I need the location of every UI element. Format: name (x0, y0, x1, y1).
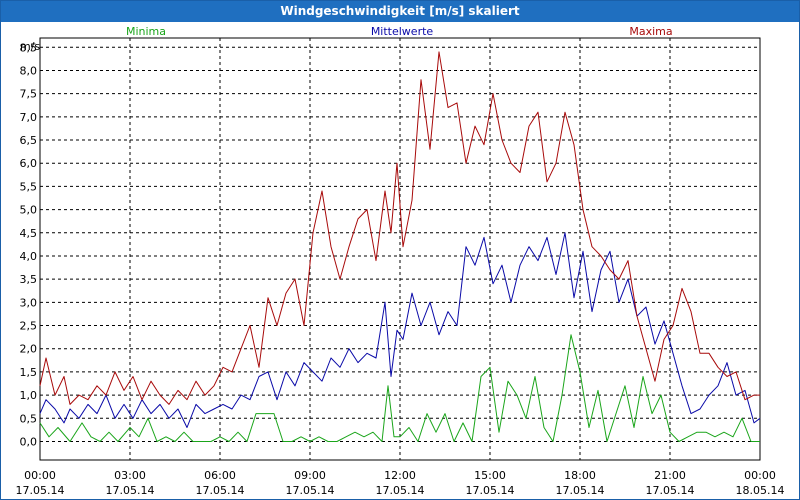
series-line-mittelwerte (39, 232, 761, 428)
x-tick-time-1: 03:00 (114, 469, 146, 482)
y-tick-label-6: 3,0 (20, 296, 38, 309)
x-tick-time-0: 00:00 (24, 469, 56, 482)
x-tick-date-3: 17.05.14 (286, 484, 335, 497)
y-tick-label-5: 2,5 (20, 320, 38, 333)
series-line-maxima (39, 51, 760, 405)
y-tick-label-15: 7,5 (20, 88, 38, 101)
x-tick-time-4: 12:00 (384, 469, 416, 482)
x-tick-date-4: 17.05.14 (376, 484, 425, 497)
x-tick-time-5: 15:00 (474, 469, 506, 482)
y-tick-label-12: 6,0 (20, 157, 38, 170)
x-tick-date-7: 17.05.14 (646, 484, 695, 497)
legend-item-maxima: Maxima (629, 25, 672, 38)
series-line-minima (39, 334, 760, 442)
y-tick-label-1: 0,5 (20, 412, 38, 425)
y-axis-ticks: 0,0 0,5 1,0 1,5 2,0 2,5 3,0 3,5 4,0 4,5 5,0 5,5 6,0 6… (20, 41, 38, 448)
x-tick-date-8: 18.05.14 (736, 484, 785, 497)
y-tick-label-17: 8,5 (20, 41, 38, 54)
x-tick-date-1: 17.05.14 (106, 484, 155, 497)
y-tick-label-14: 7,0 (20, 111, 38, 124)
chart-title: Windgeschwindigkeit [m/s] skaliert (1, 1, 799, 22)
y-tick-label-7: 3,5 (20, 273, 38, 286)
y-tick-label-8: 4,0 (20, 250, 38, 263)
x-tick-time-3: 09:00 (294, 469, 326, 482)
y-tick-label-13: 6,5 (20, 134, 38, 147)
x-tick-time-6: 18:00 (564, 469, 596, 482)
y-tick-label-16: 8,0 (20, 64, 38, 77)
y-tick-label-9: 4,5 (20, 227, 38, 240)
legend: Minima Mittelwerte Maxima (126, 25, 673, 38)
x-tick-date-0: 17.05.14 (16, 484, 65, 497)
x-tick-time-7: 21:00 (654, 469, 686, 482)
x-tick-date-5: 17.05.14 (466, 484, 515, 497)
legend-item-minima: Minima (126, 25, 166, 38)
y-tick-label-10: 5,0 (20, 204, 38, 217)
x-tick-time-8: 00:00 (744, 469, 776, 482)
y-tick-label-4: 2,0 (20, 343, 38, 356)
x-axis-ticks: 00:00 17.05.14 03:00 17.05.14 06:00 17.05.14 0… (16, 469, 785, 497)
grid-lines (40, 38, 760, 460)
y-tick-label-2: 1,0 (20, 389, 38, 402)
x-tick-time-2: 06:00 (204, 469, 236, 482)
series-lines (39, 51, 761, 442)
x-tick-date-2: 17.05.14 (196, 484, 245, 497)
y-tick-label-3: 1,5 (20, 366, 38, 379)
y-axis-label: m/s (20, 40, 40, 53)
y-tick-label-11: 5,5 (20, 180, 38, 193)
y-tick-label-0: 0,0 (20, 435, 38, 448)
legend-item-mittelwerte: Mittelwerte (371, 25, 434, 38)
x-tick-date-6: 17.05.14 (556, 484, 605, 497)
